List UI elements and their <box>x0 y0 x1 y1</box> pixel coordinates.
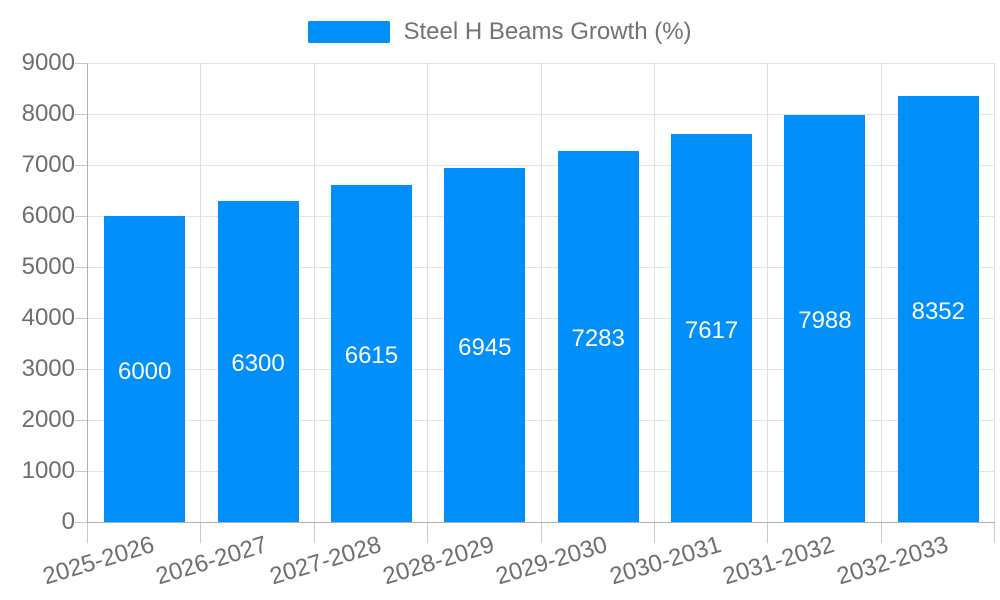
y-axis-label: 1000 <box>21 457 75 484</box>
x-gridline <box>880 63 882 522</box>
x-axis-label: 2029-2030 <box>493 531 611 591</box>
x-axis-tick <box>653 523 655 543</box>
y-gridline <box>88 318 995 319</box>
y-axis-label: 3000 <box>21 355 75 382</box>
bar-value-label: 6000 <box>117 358 172 385</box>
bar-value-label: 7283 <box>571 325 625 353</box>
x-axis-tick <box>540 523 542 543</box>
legend-item[interactable]: Steel H Beams Growth (%) <box>0 18 1000 46</box>
bar-value-label: 7617 <box>684 316 739 344</box>
x-axis-tick <box>87 523 88 543</box>
y-axis-tick <box>75 216 87 217</box>
y-axis-tick <box>75 522 87 523</box>
y-gridline <box>88 165 995 166</box>
y-gridline <box>88 267 995 268</box>
y-gridline <box>88 369 995 370</box>
y-axis-label: 0 <box>61 508 75 535</box>
x-axis-tick <box>427 523 429 543</box>
x-axis-tick <box>767 523 769 543</box>
bar-value-label: 7988 <box>798 307 852 335</box>
y-gridline <box>88 216 995 217</box>
y-axis-label: 5000 <box>21 253 75 280</box>
x-axis-tick <box>994 523 995 543</box>
y-axis-label: 8000 <box>21 100 75 127</box>
bar[interactable]: 7988 <box>784 114 866 522</box>
x-axis-label: 2025-2026 <box>39 531 158 591</box>
y-gridline <box>88 114 995 115</box>
y-axis-label: 9000 <box>21 49 75 76</box>
bar[interactable]: 6000 <box>104 216 186 522</box>
x-gridline <box>653 63 655 522</box>
bar[interactable]: 6945 <box>444 167 526 522</box>
y-axis-tick <box>75 114 87 115</box>
legend-swatch-icon <box>308 21 391 43</box>
bar-value-label: 8352 <box>911 298 965 326</box>
legend-label: Steel H Beams Growth (%) <box>403 18 692 45</box>
x-axis-tick <box>313 523 315 543</box>
y-axis-label: 2000 <box>21 406 75 433</box>
x-axis-tick <box>880 523 882 543</box>
y-axis-tick <box>75 369 87 370</box>
x-gridline <box>313 63 315 522</box>
y-axis-tick <box>75 318 87 319</box>
bar-value-label: 6300 <box>231 350 285 378</box>
y-axis-tick <box>75 420 87 421</box>
bar[interactable]: 8352 <box>897 96 979 522</box>
x-gridline <box>767 63 769 522</box>
y-axis-tick <box>75 63 87 64</box>
x-gridline <box>427 63 429 522</box>
y-axis-label: 4000 <box>21 304 75 331</box>
y-axis-tick <box>75 165 87 166</box>
x-axis-label: 2027-2028 <box>266 531 385 591</box>
y-axis-tick <box>75 471 87 472</box>
y-gridline <box>88 471 995 472</box>
x-axis-tick <box>200 523 202 543</box>
y-axis-label: 7000 <box>21 151 75 178</box>
plot-area: 6000 6300 6615 6945 7283 7617 7988 8352 <box>87 63 995 523</box>
x-gridline <box>994 63 995 522</box>
x-axis-label: 2030-2031 <box>606 531 725 591</box>
x-gridline <box>200 63 202 522</box>
bar-value-label: 6945 <box>458 333 512 361</box>
x-axis-label: 2028-2029 <box>379 531 498 591</box>
y-axis-tick <box>75 267 87 268</box>
bar[interactable]: 7617 <box>671 133 753 522</box>
x-gridline <box>540 63 542 522</box>
bar-value-label: 6615 <box>344 342 399 370</box>
x-axis-label: 2031-2032 <box>719 531 838 591</box>
bar[interactable]: 7283 <box>557 150 639 522</box>
y-gridline <box>88 63 995 64</box>
bar[interactable]: 6300 <box>217 200 299 522</box>
bar[interactable]: 6615 <box>330 184 412 522</box>
x-axis-label: 2026-2027 <box>153 531 271 591</box>
y-gridline <box>88 420 995 421</box>
y-axis-label: 6000 <box>21 202 75 229</box>
x-axis-label: 2032-2033 <box>833 531 951 591</box>
